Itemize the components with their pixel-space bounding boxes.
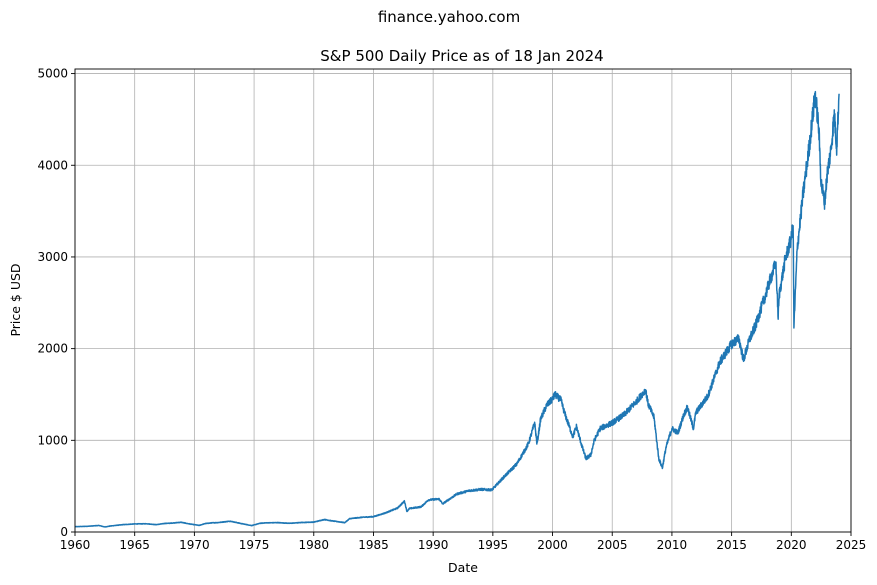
x-tick-label: 1970: [179, 538, 210, 552]
y-tick-label: 3000: [37, 250, 68, 264]
y-tick-label: 0: [60, 525, 68, 539]
x-tick-label: 2005: [597, 538, 628, 552]
x-tick-label: 2015: [716, 538, 747, 552]
x-tick-label: 1995: [478, 538, 509, 552]
y-tick-label: 1000: [37, 433, 68, 447]
x-tick-label: 1965: [119, 538, 150, 552]
plot-area: [74, 90, 840, 528]
x-tick-label: 2025: [836, 538, 867, 552]
price-series-line: [74, 90, 840, 528]
y-tick-label: 2000: [37, 342, 68, 356]
x-tick-label: 1980: [298, 538, 329, 552]
y-tick-label: 4000: [37, 158, 68, 172]
x-tick-label: 2020: [776, 538, 807, 552]
chart-suptitle: finance.yahoo.com: [378, 8, 520, 26]
chart-title: S&P 500 Daily Price as of 18 Jan 2024: [320, 47, 603, 65]
x-tick-label: 2010: [657, 538, 688, 552]
x-tick-label: 2000: [537, 538, 568, 552]
axes-frame: [74, 68, 852, 533]
x-tick-label: 1975: [239, 538, 270, 552]
ticks: 1960 1965 1970 1975 1980 1985 1990 1995 2000 2005…: [37, 67, 866, 552]
x-tick-label: 1960: [60, 538, 91, 552]
x-tick-label: 1985: [358, 538, 389, 552]
y-axis-label: Price $ USD: [8, 263, 23, 336]
y-tick-label: 5000: [37, 67, 68, 81]
x-axis-label: Date: [448, 560, 478, 575]
grid: [74, 69, 852, 533]
x-tick-label: 1990: [418, 538, 449, 552]
